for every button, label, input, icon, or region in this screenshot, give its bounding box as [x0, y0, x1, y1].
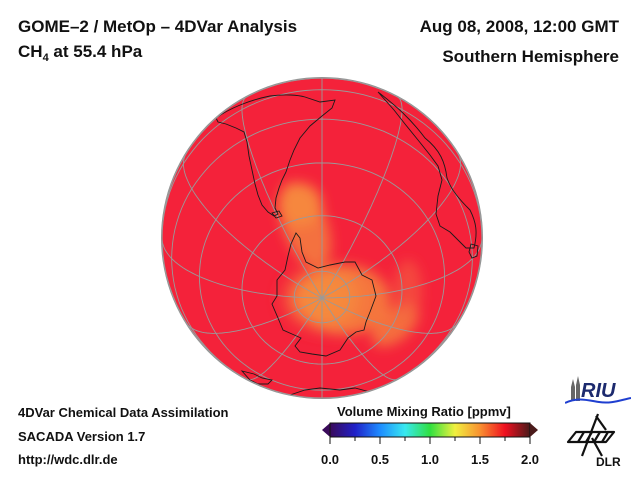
dlr-emblem-icon [566, 413, 616, 457]
dlr-logo: DLR [566, 413, 621, 468]
meridian-line [182, 154, 323, 299]
colorbar-title: Volume Mixing Ratio [ppmv] [337, 404, 511, 419]
footer-system: 4DVar Chemical Data Assimilation [18, 405, 229, 420]
colorbar-tick-label: 0.0 [320, 452, 340, 467]
species-name: CH [18, 42, 43, 61]
footer-version: SACADA Version 1.7 [18, 429, 146, 444]
colorbar-tick-label: 2.0 [520, 452, 540, 467]
meridian-line [322, 237, 482, 299]
analysis-datetime: Aug 08, 2008, 12:00 GMT [419, 17, 619, 36]
wave-icon [565, 397, 631, 404]
species-subscript: 4 [42, 52, 49, 64]
map-title: GOME–2 / MetOp – 4DVar Analysis [18, 17, 298, 36]
coastline-madagascar [468, 243, 479, 259]
graticule-lines [162, 78, 482, 398]
coastline-falklands [271, 210, 283, 219]
map-subtitle: CH4 at 55.4 hPa [18, 42, 142, 64]
colorbar-extend-high [530, 423, 538, 437]
coastline-south-america [215, 94, 336, 217]
parallel-line [162, 89, 482, 239]
meridian-line [321, 297, 398, 381]
meridian-line [246, 297, 323, 381]
colorbar-tick-label: 0.5 [370, 452, 390, 467]
coastline-africa [377, 91, 477, 249]
cathedral-icon [571, 376, 580, 401]
colorbar-gradient [329, 422, 531, 438]
coastline-new-zealand [240, 370, 273, 385]
dlr-logo-text: DLR [596, 455, 621, 468]
colorbar-extend-low [322, 423, 330, 437]
globe-outline [161, 77, 483, 399]
meridian-line [321, 96, 403, 299]
pressure-level: at 55.4 hPa [48, 42, 143, 61]
riu-logo: RIU [565, 376, 631, 404]
coastline-antarctica [271, 232, 377, 357]
meridian-line [162, 240, 322, 299]
meridian-line [186, 297, 323, 334]
colorbar-tick-label: 1.0 [420, 452, 440, 467]
riu-logo-text: RIU [581, 380, 616, 402]
coastlines [215, 91, 479, 398]
footer-url[interactable]: http://wdc.dlr.de [18, 452, 118, 467]
colorbar-tick-label: 1.5 [470, 452, 490, 467]
meridian-line [241, 96, 323, 299]
meridian-line [321, 297, 458, 334]
hemisphere-label: Southern Hemisphere [442, 47, 619, 66]
colorbar [322, 422, 538, 444]
coastline-australia [289, 387, 382, 398]
